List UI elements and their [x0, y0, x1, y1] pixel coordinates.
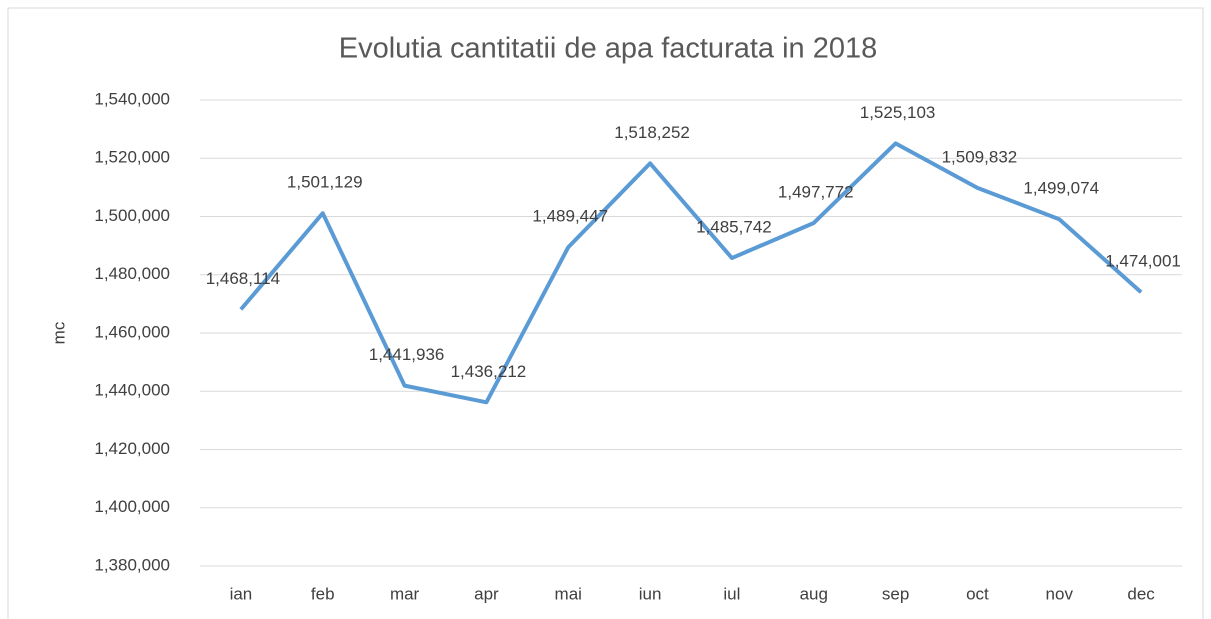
y-tick-label: 1,540,000	[94, 89, 170, 108]
data-label: 1,485,742	[696, 218, 772, 237]
data-label: 1,474,001	[1105, 252, 1181, 271]
data-label: 1,468,114	[206, 269, 280, 288]
data-label: 1,501,129	[287, 173, 363, 192]
x-tick-label: apr	[474, 584, 499, 603]
data-label: 1,509,832	[942, 147, 1018, 166]
x-tick-label: oct	[966, 584, 989, 603]
y-tick-label: 1,480,000	[94, 264, 170, 283]
x-tick-label: ian	[230, 584, 253, 603]
chart-title: Evolutia cantitatii de apa facturata in …	[339, 33, 877, 65]
data-label: 1,441,936	[369, 345, 445, 364]
y-tick-label: 1,520,000	[94, 148, 170, 167]
x-tick-label: mai	[555, 584, 582, 603]
data-label: 1,436,212	[451, 362, 527, 381]
y-tick-label: 1,420,000	[94, 439, 170, 458]
y-tick-label: 1,380,000	[94, 555, 170, 574]
data-label: 1,497,772	[778, 182, 854, 201]
x-tick-label: feb	[311, 584, 335, 603]
x-tick-label: iul	[723, 584, 740, 603]
x-tick-label: iun	[639, 584, 662, 603]
x-tick-label: aug	[800, 584, 828, 603]
data-label: 1,499,074	[1023, 179, 1099, 198]
data-line	[239, 141, 1143, 405]
y-tick-label: 1,440,000	[94, 381, 170, 400]
y-tick-label: 1,400,000	[94, 497, 170, 516]
x-tick-label: mar	[390, 584, 420, 603]
chart-frame	[7, 7, 1204, 619]
data-label: 1,518,252	[614, 123, 690, 142]
data-label: 1,489,447	[532, 207, 608, 226]
y-axis-label: mc	[49, 321, 68, 344]
y-tick-label: 1,500,000	[94, 206, 170, 225]
data-label: 1,525,103	[860, 103, 936, 122]
x-tick-label: sep	[882, 584, 909, 603]
x-tick-label: dec	[1127, 584, 1155, 603]
x-tick-label: nov	[1046, 584, 1074, 603]
y-tick-label: 1,460,000	[94, 322, 170, 341]
